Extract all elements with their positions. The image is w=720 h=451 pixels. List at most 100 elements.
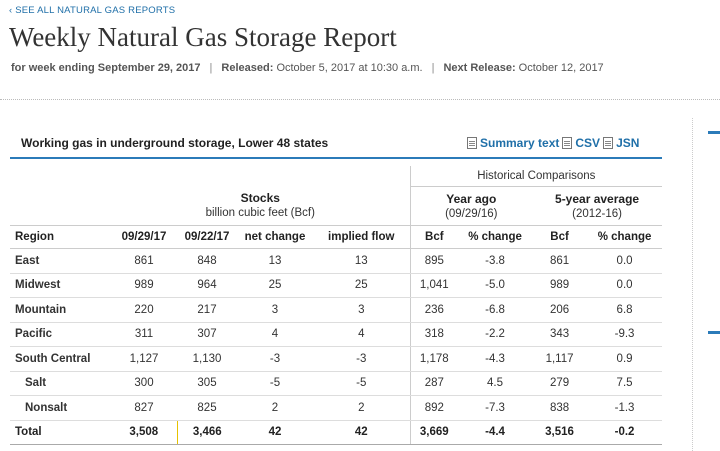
- cell-09-29-17: 861: [111, 248, 177, 274]
- cell-5yr-pct: -9.3: [587, 322, 663, 347]
- cell-5yr-bcf: 1,117: [532, 346, 588, 372]
- table-row: Total 3,508 3,466 42 42 3,669 -4.4 3,516 -0.2: [10, 419, 663, 445]
- cell-09-22-17: 3,466: [176, 419, 237, 445]
- region-cell: Nonsalt: [10, 395, 111, 421]
- cell-net-change: 3: [237, 297, 313, 323]
- table-row: Pacific 311 307 4 4 318 -2.2 343 -9.3: [10, 322, 663, 347]
- download-links: Summary text CSV JSN: [467, 136, 639, 150]
- cell-year-ago-bcf: 1,041: [409, 273, 459, 298]
- column-header[interactable]: 09/22/17: [177, 225, 237, 249]
- spacer-cell: [10, 187, 111, 226]
- cell-year-ago-bcf: 318: [409, 322, 459, 347]
- cell-09-29-17: 3,508: [111, 419, 177, 445]
- cell-5yr-bcf: 3,516: [532, 419, 588, 445]
- cell-implied-flow: -5: [313, 371, 411, 396]
- cell-09-22-17: 964: [177, 273, 237, 298]
- cell-year-ago-bcf: 236: [409, 297, 459, 323]
- table-row: Nonsalt 827 825 2 2 892 -7.3 838 -1.3: [10, 395, 663, 421]
- historical-comparisons-header: Historical Comparisons: [409, 166, 663, 187]
- five-year-subtitle: (2012-16): [572, 207, 622, 220]
- cell-09-22-17: 1,130: [177, 346, 237, 372]
- stocks-title: Stocks: [240, 191, 280, 206]
- header-divider: [0, 99, 720, 100]
- region-cell: East: [10, 248, 111, 274]
- cell-09-22-17: 307: [177, 322, 237, 347]
- cell-implied-flow: 25: [313, 273, 411, 298]
- back-to-reports-link[interactable]: ‹ SEE ALL NATURAL GAS REPORTS: [9, 5, 176, 16]
- cell-year-ago-bcf: 287: [409, 371, 459, 396]
- cell-implied-flow: 3: [313, 297, 411, 323]
- cell-implied-flow: 4: [313, 322, 411, 347]
- table-row: Midwest 989 964 25 25 1,041 -5.0 989 0.0: [10, 273, 663, 298]
- meta-separator: |: [431, 62, 435, 74]
- region-cell: Pacific: [10, 322, 111, 347]
- cell-5yr-bcf: 838: [532, 395, 588, 421]
- year-ago-group-header: Year ago (09/29/16): [409, 186, 533, 226]
- sidebar-accent: [708, 331, 720, 334]
- cell-09-29-17: 300: [111, 371, 177, 396]
- json-link[interactable]: JSN: [603, 136, 639, 150]
- cell-5yr-bcf: 279: [532, 371, 588, 396]
- cell-year-ago-bcf: 892: [409, 395, 459, 421]
- table-row: Mountain 220 217 3 3 236 -6.8 206 6.8: [10, 297, 663, 323]
- json-label: JSN: [616, 136, 640, 150]
- column-header[interactable]: Bcf: [409, 225, 459, 249]
- sidebar-accent: [708, 131, 720, 134]
- cell-net-change: -3: [237, 346, 313, 372]
- document-icon: [603, 137, 614, 149]
- cell-net-change: 4: [237, 322, 313, 347]
- cell-net-change: 42: [237, 419, 313, 445]
- csv-link[interactable]: CSV: [562, 136, 600, 150]
- released-value: October 5, 2017 at 10:30 a.m.: [276, 62, 423, 74]
- panel-title-rule: [10, 157, 662, 159]
- cell-net-change: 2: [237, 395, 313, 421]
- column-header[interactable]: % change: [587, 225, 663, 249]
- next-release-label: Next Release:: [443, 62, 516, 74]
- cell-5yr-pct: 0.0: [587, 273, 663, 298]
- cell-5yr-bcf: 343: [532, 322, 588, 347]
- cell-year-ago-bcf: 895: [409, 248, 459, 274]
- document-icon: [562, 137, 573, 149]
- table-row: East 861 848 13 13 895 -3.8 861 0.0: [10, 248, 663, 274]
- cell-5yr-pct: -1.3: [587, 395, 663, 421]
- cell-09-29-17: 220: [111, 297, 177, 323]
- summary-text-link[interactable]: Summary text: [467, 136, 559, 150]
- region-cell: South Central: [10, 346, 111, 372]
- cell-year-ago-bcf: 1,178: [409, 346, 459, 372]
- year-ago-subtitle: (09/29/16): [445, 207, 498, 220]
- cell-5yr-bcf: 206: [532, 297, 588, 323]
- column-header[interactable]: % change: [458, 225, 533, 249]
- cell-year-ago-pct: -3.8: [458, 248, 533, 274]
- column-header[interactable]: Region: [10, 225, 111, 249]
- cell-implied-flow: 42: [313, 419, 411, 445]
- column-header[interactable]: implied flow: [313, 225, 411, 249]
- cell-09-29-17: 1,127: [111, 346, 177, 372]
- cell-implied-flow: 2: [313, 395, 411, 421]
- column-header[interactable]: Bcf: [532, 225, 588, 249]
- region-cell: Salt: [10, 371, 111, 396]
- table-row: South Central 1,127 1,130 -3 -3 1,178 -4.3 1,11…: [10, 346, 663, 372]
- cell-5yr-pct: 0.0: [587, 248, 663, 274]
- summary-text-label: Summary text: [480, 136, 560, 150]
- spacer-cell: [10, 166, 410, 187]
- cell-implied-flow: -3: [313, 346, 411, 372]
- cell-5yr-pct: 7.5: [587, 371, 663, 396]
- cell-year-ago-pct: -5.0: [458, 273, 533, 298]
- stocks-group-header: Stocks billion cubic feet (Bcf): [111, 187, 410, 226]
- column-header-row: Region 09/29/17 09/22/17 net change impl…: [10, 225, 663, 249]
- page-title: Weekly Natural Gas Storage Report: [9, 22, 397, 52]
- cell-implied-flow: 13: [313, 248, 411, 274]
- region-cell: Mountain: [10, 297, 111, 323]
- storage-table: Historical Comparisons Stocks billion cu…: [10, 166, 663, 445]
- cell-09-22-17: 825: [177, 395, 237, 421]
- sidebar-divider: [692, 118, 693, 451]
- cell-5yr-bcf: 861: [532, 248, 588, 274]
- column-header[interactable]: net change: [237, 225, 313, 249]
- cell-5yr-pct: 6.8: [587, 297, 663, 323]
- cell-09-22-17: 305: [177, 371, 237, 396]
- column-header[interactable]: 09/29/17: [111, 225, 177, 249]
- released-label: Released:: [221, 62, 274, 74]
- cell-net-change: 13: [237, 248, 313, 274]
- region-cell: Midwest: [10, 273, 111, 298]
- year-ago-title: Year ago: [446, 191, 497, 206]
